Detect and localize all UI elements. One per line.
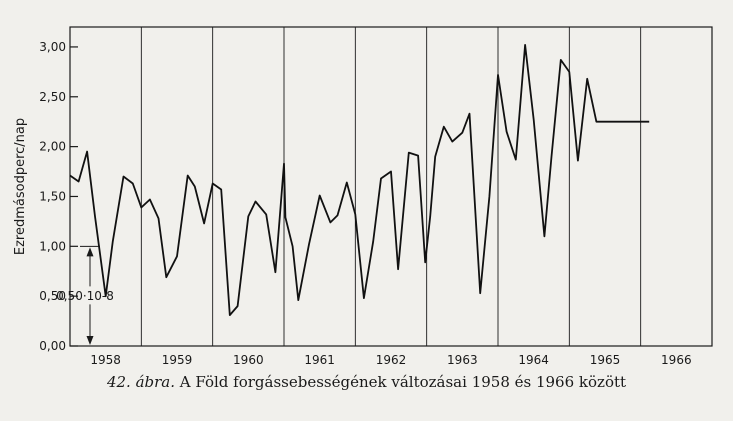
x-tick-label: 1958 (90, 353, 121, 367)
x-tick-label: 1960 (233, 353, 264, 367)
x-tick-label: 1963 (447, 353, 478, 367)
series-line (69, 44, 650, 317)
x-tick-label: 1964 (518, 353, 549, 367)
plot-frame (69, 26, 713, 347)
y-tick-label: 2,00 (39, 140, 66, 154)
x-tick-label: 1965 (590, 353, 621, 367)
figure-caption-text: A Föld forgássebességének változásai 195… (175, 373, 627, 391)
figure-caption: 42. ábra. A Föld forgássebességének vált… (0, 373, 733, 391)
y-tick-label: 0,00 (39, 339, 66, 353)
annotation-arrowhead-up (86, 247, 94, 257)
x-tick-label: 1966 (661, 353, 692, 367)
x-tick-label: 1959 (162, 353, 193, 367)
y-tick-label: 1,50 (39, 189, 66, 203)
y-tick-label: 3,00 (39, 40, 66, 54)
y-tick-label: 0,50 (39, 289, 66, 303)
figure-number: 42. ábra. (106, 373, 176, 391)
x-tick-label: 1961 (304, 353, 335, 367)
annotation-arrowhead-down (86, 336, 94, 345)
y-axis-label: Ezredmásodperc/nap (13, 118, 28, 255)
annotation-label: 0,50·10-8 (56, 289, 114, 303)
x-tick-label: 1962 (376, 353, 407, 367)
y-tick-label: 2,50 (39, 90, 66, 104)
y-tick-label: 1,00 (39, 239, 66, 253)
